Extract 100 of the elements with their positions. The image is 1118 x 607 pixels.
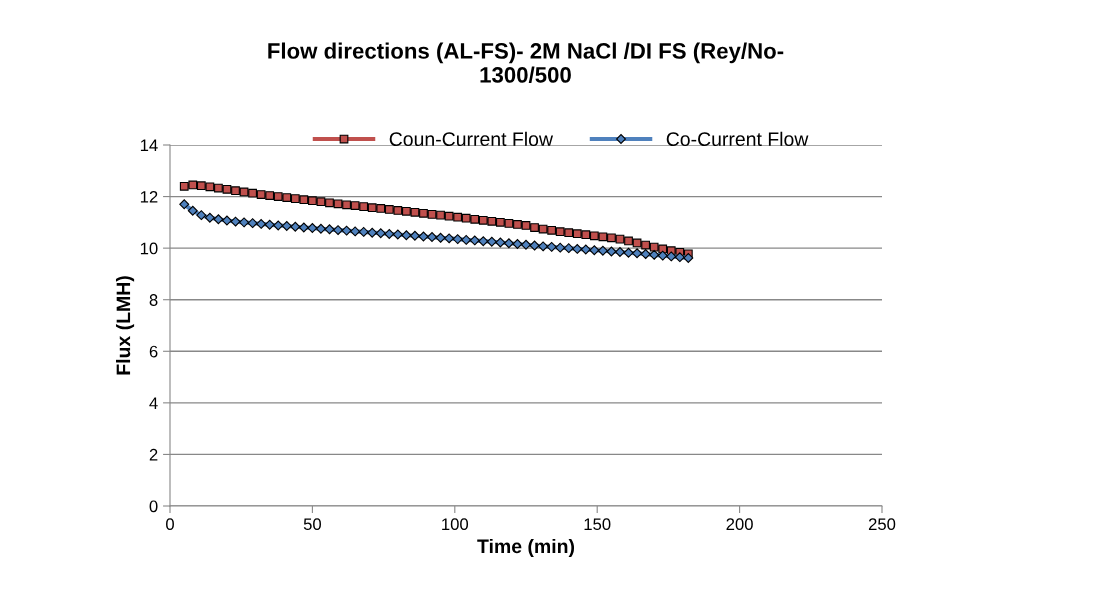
point bbox=[350, 201, 360, 210]
y-tick-label: 6 bbox=[149, 345, 158, 358]
point bbox=[248, 188, 257, 198]
point bbox=[606, 246, 617, 257]
y-tick-label: 0 bbox=[149, 500, 158, 513]
point bbox=[640, 249, 651, 260]
point bbox=[547, 225, 557, 235]
point bbox=[384, 228, 395, 239]
point bbox=[247, 218, 258, 229]
point bbox=[290, 221, 301, 232]
point bbox=[469, 235, 480, 246]
point bbox=[564, 228, 574, 238]
point bbox=[572, 229, 582, 239]
point bbox=[512, 239, 523, 249]
point bbox=[402, 206, 411, 216]
point bbox=[256, 190, 266, 199]
point bbox=[427, 209, 437, 219]
point bbox=[315, 223, 326, 234]
x-tick-label: 250 bbox=[868, 518, 896, 531]
point bbox=[683, 252, 694, 263]
point bbox=[598, 232, 608, 242]
point bbox=[325, 198, 334, 208]
point bbox=[341, 225, 352, 236]
x-tick-label: 150 bbox=[584, 518, 611, 531]
point bbox=[461, 234, 472, 245]
point bbox=[204, 212, 215, 223]
x-tick-label: 50 bbox=[303, 518, 322, 531]
point bbox=[563, 243, 574, 254]
point bbox=[188, 180, 198, 190]
x-tick-label: 0 bbox=[166, 518, 174, 531]
point bbox=[273, 192, 283, 201]
point bbox=[666, 251, 677, 262]
point bbox=[384, 205, 394, 214]
point bbox=[410, 207, 420, 217]
point bbox=[529, 240, 540, 251]
point bbox=[478, 236, 489, 247]
point bbox=[674, 252, 685, 263]
point bbox=[581, 230, 591, 240]
point bbox=[221, 215, 232, 226]
point bbox=[187, 205, 198, 216]
point bbox=[265, 191, 275, 200]
point bbox=[470, 214, 480, 224]
point bbox=[597, 245, 608, 256]
point bbox=[409, 230, 420, 241]
point bbox=[444, 211, 454, 221]
point bbox=[298, 222, 309, 233]
point bbox=[290, 194, 300, 204]
point bbox=[342, 200, 351, 210]
point bbox=[521, 239, 531, 250]
point bbox=[401, 230, 412, 241]
point bbox=[196, 181, 206, 191]
point bbox=[452, 234, 463, 245]
point bbox=[632, 248, 643, 259]
point bbox=[214, 183, 223, 193]
x-tick-label: 200 bbox=[726, 518, 753, 531]
point bbox=[504, 219, 514, 228]
point bbox=[486, 236, 497, 247]
point bbox=[419, 208, 428, 218]
legend-label: Coun-Current Flow bbox=[389, 131, 554, 147]
point bbox=[615, 247, 625, 257]
point bbox=[299, 195, 309, 205]
point bbox=[282, 193, 292, 202]
point bbox=[495, 217, 505, 227]
point bbox=[657, 250, 668, 261]
point bbox=[358, 226, 369, 237]
point bbox=[538, 241, 549, 252]
point bbox=[444, 233, 455, 244]
point bbox=[179, 181, 189, 191]
point bbox=[513, 220, 522, 229]
point bbox=[375, 228, 386, 239]
point bbox=[196, 210, 207, 221]
point bbox=[316, 197, 326, 207]
point bbox=[503, 238, 514, 249]
point bbox=[641, 240, 650, 250]
point bbox=[392, 229, 403, 240]
point bbox=[589, 245, 600, 256]
point bbox=[205, 182, 215, 192]
point bbox=[495, 237, 506, 248]
point bbox=[376, 204, 386, 213]
point bbox=[367, 203, 377, 213]
legend-label: Co-Current Flow bbox=[666, 131, 809, 147]
x-tick-label: 100 bbox=[442, 518, 469, 531]
point bbox=[607, 233, 616, 243]
point bbox=[624, 236, 633, 246]
point bbox=[418, 231, 429, 242]
point bbox=[324, 224, 335, 235]
y-tick-label: 10 bbox=[140, 242, 158, 255]
point bbox=[359, 202, 369, 212]
point bbox=[308, 196, 317, 206]
point bbox=[256, 218, 267, 229]
point bbox=[230, 216, 241, 227]
y-tick-label: 8 bbox=[149, 294, 158, 306]
point bbox=[273, 220, 284, 231]
y-tick-label: 14 bbox=[140, 139, 158, 152]
point bbox=[487, 216, 497, 226]
point bbox=[589, 231, 599, 241]
point bbox=[367, 227, 378, 238]
point bbox=[649, 249, 660, 260]
y-tick-label: 12 bbox=[140, 190, 158, 203]
point bbox=[453, 212, 463, 222]
